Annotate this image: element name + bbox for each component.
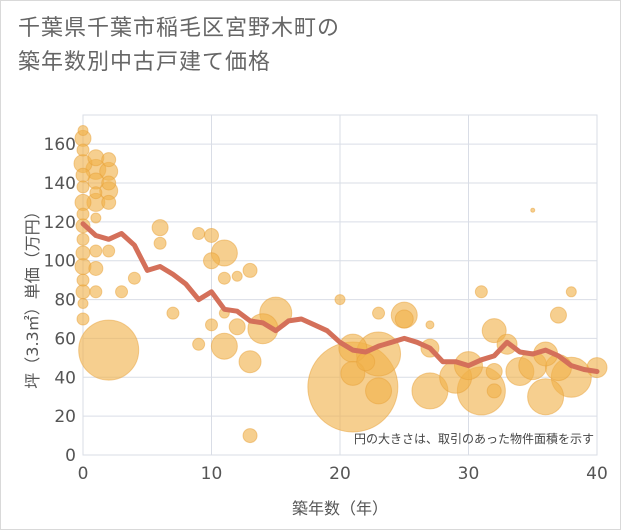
bubble-point-15[interactable] bbox=[76, 312, 90, 326]
bubble-point-40[interactable] bbox=[203, 252, 220, 270]
y-tick-label-140: 140 bbox=[44, 174, 76, 194]
bubble-point-79[interactable] bbox=[549, 306, 567, 324]
y-tick-label-80: 80 bbox=[54, 291, 76, 311]
bubble-point-9[interactable] bbox=[76, 232, 90, 246]
y-tick-label-20: 20 bbox=[54, 407, 76, 427]
bubble-point-33[interactable] bbox=[127, 271, 141, 285]
x-tick-label-10: 10 bbox=[201, 464, 223, 484]
bubble-point-5[interactable] bbox=[76, 180, 90, 194]
bubble-point-41[interactable] bbox=[205, 318, 218, 332]
bubble-point-58[interactable] bbox=[372, 306, 386, 320]
y-tick-label-60: 60 bbox=[54, 329, 76, 349]
y-tick-label-100: 100 bbox=[44, 252, 76, 272]
bubble-point-32[interactable] bbox=[115, 285, 129, 299]
bubble-point-57[interactable] bbox=[356, 352, 376, 372]
bubble-point-35[interactable] bbox=[153, 236, 167, 250]
bubble-point-12[interactable] bbox=[76, 273, 90, 287]
bubble-point-43[interactable] bbox=[217, 271, 231, 285]
bubble-point-47[interactable] bbox=[228, 318, 246, 336]
y-axis-title: 坪（3.3㎡）単価（万円） bbox=[23, 203, 42, 388]
bubble-point-50[interactable] bbox=[242, 428, 258, 444]
x-tick-label-30: 30 bbox=[458, 464, 480, 484]
bubble-point-68[interactable] bbox=[474, 285, 488, 299]
bubble-point-30[interactable] bbox=[102, 244, 116, 258]
y-tick-label-0: 0 bbox=[65, 446, 76, 466]
x-tick-label-0: 0 bbox=[78, 464, 89, 484]
bubble-point-29[interactable] bbox=[101, 194, 117, 210]
bubble-point-83[interactable] bbox=[586, 357, 608, 379]
bubble-size-note: 円の大きさは、取引のあった物件面積を示す bbox=[354, 431, 594, 446]
bubble-point-19[interactable] bbox=[89, 186, 103, 200]
bubble-point-27[interactable] bbox=[101, 175, 117, 191]
bubble-point-11[interactable] bbox=[74, 258, 92, 276]
axis-ticks: 0 20 40 60 80 100 120 140 160 0 10 20 30 40 bbox=[44, 135, 608, 484]
bubble-point-31[interactable] bbox=[78, 319, 140, 381]
y-tick-label-40: 40 bbox=[54, 368, 76, 388]
bubble-point-62[interactable] bbox=[394, 309, 414, 329]
x-tick-label-40: 40 bbox=[586, 464, 608, 484]
bubble-point-25[interactable] bbox=[101, 152, 117, 168]
bubble-point-39[interactable] bbox=[204, 227, 219, 243]
bubble-point-81[interactable] bbox=[565, 286, 577, 298]
bubble-point-60[interactable] bbox=[365, 377, 393, 405]
chart-title: 千葉県千葉市稲毛区宮野木町の 築年数別中古戸建て価格 bbox=[18, 12, 340, 80]
bubble-point-13[interactable] bbox=[75, 284, 91, 300]
bubble-point-75[interactable] bbox=[530, 207, 536, 213]
bubble-point-4[interactable] bbox=[75, 167, 91, 183]
bubble-point-10[interactable] bbox=[75, 245, 91, 261]
bubble-point-38[interactable] bbox=[192, 337, 206, 351]
bubble-point-2[interactable] bbox=[76, 143, 90, 157]
bubble-point-16[interactable] bbox=[87, 149, 105, 167]
bubble-point-21[interactable] bbox=[90, 212, 102, 224]
bubble-point-78[interactable] bbox=[527, 378, 565, 416]
bubble-point-63[interactable] bbox=[425, 320, 435, 330]
bubble-point-22[interactable] bbox=[89, 244, 103, 258]
bubble-point-45[interactable] bbox=[210, 332, 238, 360]
bubble-point-72[interactable] bbox=[486, 383, 502, 399]
x-axis-title: 築年数（年） bbox=[292, 499, 388, 518]
bubble-point-36[interactable] bbox=[166, 306, 180, 320]
bubble-point-53[interactable] bbox=[334, 294, 346, 306]
trend-line bbox=[80, 221, 600, 374]
trend-line-layer bbox=[80, 221, 600, 374]
bubble-point-71[interactable] bbox=[485, 362, 503, 380]
y-tick-label-120: 120 bbox=[44, 213, 76, 233]
chart-title-line-1: 千葉県千葉市稲毛区宮野木町の bbox=[18, 16, 341, 41]
bubble-point-37[interactable] bbox=[192, 227, 206, 241]
bubble-point-34[interactable] bbox=[151, 219, 169, 237]
chart-title-line-2: 築年数別中古戸建て価格 bbox=[18, 50, 272, 75]
bubble-point-14[interactable] bbox=[77, 297, 89, 309]
bubble-point-24[interactable] bbox=[89, 285, 103, 299]
bubble-point-49[interactable] bbox=[238, 350, 262, 374]
y-tick-label-160: 160 bbox=[44, 135, 76, 155]
bubble-point-46[interactable] bbox=[231, 270, 243, 282]
x-tick-label-20: 20 bbox=[329, 464, 351, 484]
bubble-point-23[interactable] bbox=[88, 260, 104, 276]
bubble-point-0[interactable] bbox=[77, 125, 89, 137]
bubble-point-7[interactable] bbox=[76, 207, 90, 221]
bubble-point-48[interactable] bbox=[242, 262, 258, 278]
